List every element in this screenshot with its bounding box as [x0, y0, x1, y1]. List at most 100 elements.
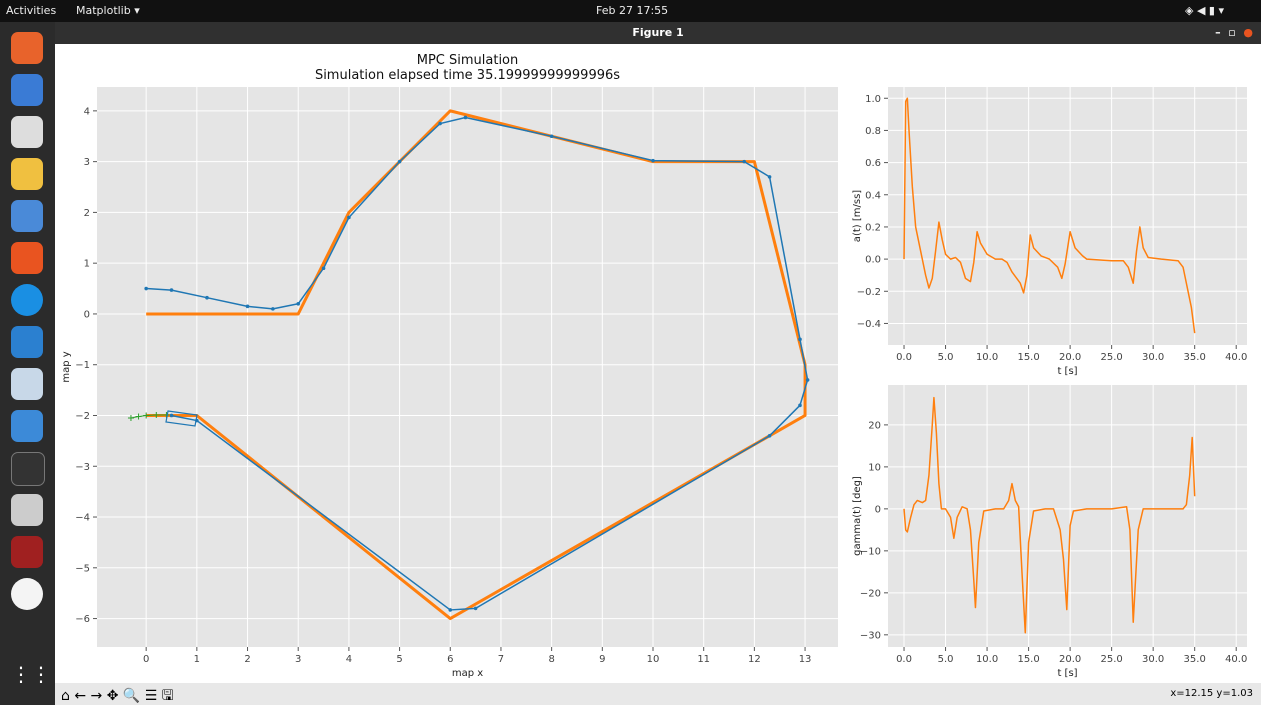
dock-icon[interactable] [11, 242, 43, 274]
y-tick-label: −30 [860, 630, 881, 641]
data-point [296, 302, 300, 306]
plot-area [888, 87, 1247, 345]
x-tick-label: 30.0 [1142, 654, 1164, 665]
data-point [798, 404, 802, 408]
data-point [742, 160, 746, 164]
x-tick-label: 20.0 [1059, 654, 1081, 665]
window-title-text: Figure 1 [632, 26, 683, 39]
data-point [170, 414, 174, 418]
dock-icon[interactable] [11, 326, 43, 358]
x-tick-label: 40.0 [1225, 352, 1247, 363]
y-tick-label: 1 [84, 259, 90, 270]
x-tick-label: 35.0 [1184, 654, 1206, 665]
y-tick-label: −4 [75, 513, 90, 524]
dock-icon[interactable] [11, 536, 43, 568]
x-tick-label: 20.0 [1059, 352, 1081, 363]
y-tick-label: 0.2 [865, 222, 881, 233]
x-tick-label: 35.0 [1184, 352, 1206, 363]
x-tick-label: 5.0 [938, 654, 954, 665]
dock: ⋮⋮⋮ [0, 22, 55, 705]
data-point [438, 122, 442, 126]
x-tick-label: 13 [799, 654, 812, 665]
app-grid[interactable]: ⋮⋮⋮ [11, 662, 43, 694]
cursor-position: x=12.15 y=1.03 [1170, 688, 1253, 699]
dock-icon[interactable] [11, 452, 45, 486]
y-tick-label: 20 [868, 420, 881, 431]
y-tick-label: −0.4 [857, 319, 881, 330]
x-tick-label: 5 [396, 654, 402, 665]
x-tick-label: 0.0 [896, 352, 912, 363]
x-tick-label: 3 [295, 654, 301, 665]
y-axis-label: a(t) [m/ss] [852, 190, 863, 242]
y-tick-label: 10 [868, 462, 881, 473]
y-tick-label: 0.6 [865, 158, 881, 169]
data-point [322, 266, 326, 270]
dock-icon[interactable] [11, 578, 43, 610]
y-tick-label: −5 [75, 563, 90, 574]
x-tick-label: 30.0 [1142, 352, 1164, 363]
x-tick-label: 40.0 [1225, 654, 1247, 665]
x-tick-label: 10.0 [976, 352, 998, 363]
x-tick-label: 25.0 [1101, 352, 1123, 363]
x-tick-label: 4 [346, 654, 352, 665]
plot-area [97, 87, 838, 647]
data-point [651, 159, 655, 163]
dock-icon[interactable] [11, 410, 43, 442]
dock-icon[interactable] [11, 200, 43, 232]
x-tick-label: 5.0 [938, 352, 954, 363]
data-point [474, 607, 478, 611]
system-icons[interactable]: ◈ ◀ ▮ ▾ [1185, 4, 1224, 17]
clock[interactable]: Feb 27 17:55 [596, 4, 668, 17]
x-tick-label: 15.0 [1017, 352, 1039, 363]
data-point [768, 175, 772, 179]
dock-icon[interactable] [11, 74, 43, 106]
x-tick-label: 1 [194, 654, 200, 665]
toolbar: ⌂ ← → ✥ 🔍 ☰ 🖫 x=12.15 y=1.03 [55, 683, 1261, 705]
y-axis-label: gamma(t) [deg] [852, 476, 863, 556]
dock-icon[interactable] [11, 284, 43, 316]
dock-icon[interactable] [11, 494, 43, 526]
x-tick-label: 8 [548, 654, 554, 665]
data-point [246, 305, 250, 309]
y-tick-label: −0.2 [857, 287, 881, 298]
y-tick-label: 3 [84, 157, 90, 168]
y-tick-label: 0.0 [865, 255, 881, 266]
app-menu[interactable]: Matplotlib ▾ [76, 4, 140, 17]
x-tick-label: 6 [447, 654, 453, 665]
activities[interactable]: Activities [6, 4, 56, 17]
data-point [170, 288, 174, 292]
dock-icon[interactable] [11, 158, 43, 190]
window-title: Figure 1 – ▫ ● [55, 22, 1261, 44]
chart-title: MPC Simulation [417, 53, 519, 68]
x-tick-label: 0 [143, 654, 149, 665]
x-tick-label: 9 [599, 654, 605, 665]
data-point [144, 287, 148, 291]
x-tick-label: 15.0 [1017, 654, 1039, 665]
x-tick-label: 7 [498, 654, 504, 665]
x-tick-label: 10 [647, 654, 660, 665]
y-tick-label: −10 [860, 546, 881, 557]
x-tick-label: 2 [244, 654, 250, 665]
y-tick-label: −3 [75, 462, 90, 473]
y-tick-label: −20 [860, 588, 881, 599]
data-point [205, 296, 209, 300]
data-point [806, 378, 810, 382]
data-point [798, 338, 802, 342]
data-point [550, 134, 554, 138]
dock-icon[interactable] [11, 32, 43, 64]
chart-subtitle: Simulation elapsed time 35.1999999999999… [315, 68, 620, 83]
desktop: Activities Matplotlib ▾ Feb 27 17:55 ◈ ◀… [0, 0, 1261, 705]
y-tick-label: 0.4 [865, 190, 881, 201]
dock-icon[interactable] [11, 116, 43, 148]
y-tick-label: 4 [84, 106, 90, 117]
window-controls[interactable]: – ▫ ● [1215, 22, 1253, 44]
y-tick-label: −2 [75, 411, 90, 422]
dock-icon[interactable] [11, 368, 43, 400]
x-axis-label: map x [452, 668, 483, 679]
y-tick-label: −1 [75, 360, 90, 371]
data-point [768, 434, 772, 438]
x-axis-label: t [s] [1057, 668, 1077, 679]
x-tick-label: 25.0 [1101, 654, 1123, 665]
toolbar-buttons[interactable]: ⌂ ← → ✥ 🔍 ☰ 🖫 [61, 685, 174, 709]
